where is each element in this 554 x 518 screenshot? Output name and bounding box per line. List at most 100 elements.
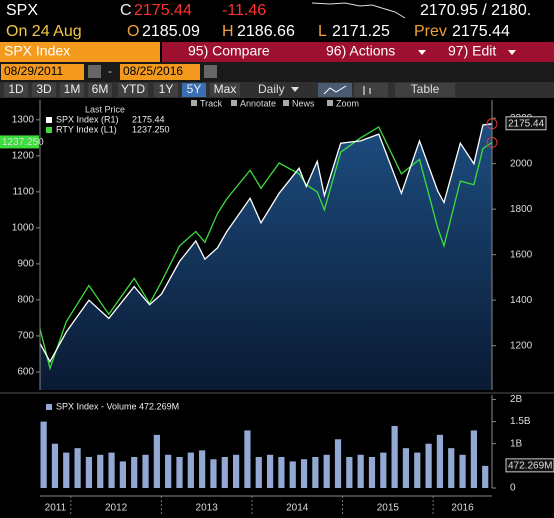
volume-bar xyxy=(97,454,104,488)
end-label: 2175.44 xyxy=(508,118,545,129)
dropdown-arrow xyxy=(508,50,516,55)
volume-bar xyxy=(153,434,160,488)
legend-swatch xyxy=(46,117,52,123)
ticker: SPX xyxy=(6,2,38,19)
frequency[interactable]: Daily xyxy=(258,82,285,96)
start-date-field[interactable] xyxy=(1,64,84,80)
chart-tool[interactable]: News xyxy=(292,98,315,108)
y2-tick-label: 1600 xyxy=(510,249,533,260)
period-label: 1Y xyxy=(159,82,174,96)
volume-bar xyxy=(74,448,81,488)
chart-tool[interactable]: Track xyxy=(200,98,223,108)
volume-bar xyxy=(323,454,330,488)
tool-icon[interactable] xyxy=(191,100,197,106)
prev-label: Prev xyxy=(414,23,447,40)
period-button[interactable] xyxy=(60,83,84,97)
y-tick-label: 600 xyxy=(17,367,34,378)
y2-tick-label: 2000 xyxy=(510,158,533,169)
period-button[interactable] xyxy=(88,83,112,97)
volume-bar xyxy=(85,457,93,488)
volume-bar xyxy=(425,443,432,488)
end-label-box xyxy=(505,116,547,131)
volume-bar xyxy=(482,465,489,488)
legend-value: 1237.250 xyxy=(132,124,170,134)
period-button[interactable] xyxy=(182,83,206,97)
calendar-icon[interactable] xyxy=(204,65,217,78)
chart: 600 700 800 900 1000 1100 1200 1300 1200 1400 1600… xyxy=(0,98,554,516)
y-tick-label: 700 xyxy=(17,331,34,342)
volume-bar xyxy=(470,430,477,488)
end-label-box xyxy=(505,458,554,473)
dropdown-arrow xyxy=(418,50,426,55)
compare-menu[interactable]: 95) Compare xyxy=(188,43,270,59)
volume-bar xyxy=(187,452,194,488)
volume-bar xyxy=(402,448,410,488)
change: -11.46 xyxy=(222,2,266,19)
start-date: 08/29/2011 xyxy=(4,64,63,78)
security: SPX Index xyxy=(4,43,70,59)
period-buttons: 1D 3D 1M 6M YTD 1Y 5Y Max xyxy=(4,82,240,97)
c-label: C xyxy=(120,2,132,19)
chart-tool[interactable]: Annotate xyxy=(240,98,276,108)
high: 2186.66 xyxy=(237,23,295,40)
volume-bar xyxy=(199,450,206,488)
open: 2185.09 xyxy=(142,23,200,40)
date-separator: - xyxy=(108,64,112,78)
volume-bar xyxy=(312,457,319,488)
line-chart-icon[interactable] xyxy=(318,83,352,97)
volume-bar xyxy=(165,454,172,488)
volume-bar xyxy=(436,434,444,488)
volume-bar xyxy=(176,457,183,488)
header-row xyxy=(0,0,554,22)
legend-box xyxy=(42,102,180,138)
period-button[interactable] xyxy=(154,83,178,97)
area xyxy=(40,123,492,391)
x-year-label: 2016 xyxy=(451,503,474,514)
legend-title: Last Price xyxy=(85,104,125,114)
x-year-label: 2013 xyxy=(196,503,219,514)
volume-bar xyxy=(448,448,455,488)
volume-bar xyxy=(255,457,262,488)
y-tick-label: 2B xyxy=(510,394,523,405)
date: On 24 Aug xyxy=(6,23,82,40)
end-label: 1237.250 xyxy=(2,137,44,148)
legend-box xyxy=(42,401,192,413)
volume-bar xyxy=(380,452,387,488)
y-tick-label: 900 xyxy=(17,259,34,270)
end-date-field[interactable] xyxy=(120,64,200,80)
x-year-label: 2014 xyxy=(286,503,309,514)
period-label: Max xyxy=(214,82,237,96)
legend-name: SPX Index (R1) xyxy=(56,114,119,124)
actions-menu[interactable]: 96) Actions xyxy=(326,43,395,59)
dropdown-arrow xyxy=(291,87,299,92)
period-button[interactable] xyxy=(210,83,240,97)
end-label-box xyxy=(0,135,39,149)
sparkline xyxy=(311,2,406,19)
edit-menu[interactable]: 97) Edit xyxy=(448,43,496,59)
period-button[interactable] xyxy=(118,83,148,97)
bar-chart-icon[interactable] xyxy=(354,83,388,97)
period-label: 3D xyxy=(36,82,52,96)
volume-bar xyxy=(63,452,70,488)
y2-tick-label: 1400 xyxy=(510,295,533,306)
y-tick-label: 800 xyxy=(17,295,34,306)
calendar-icon[interactable] xyxy=(88,65,101,78)
tool-icon[interactable] xyxy=(231,100,237,106)
table-button[interactable] xyxy=(395,83,455,97)
chart-tool[interactable]: Zoom xyxy=(336,98,359,108)
prev: 2175.44 xyxy=(452,23,510,40)
volume-bar xyxy=(142,454,149,488)
x-year-label: 2011 xyxy=(45,503,67,514)
menu-bar xyxy=(162,42,554,62)
tool-icon[interactable] xyxy=(327,100,333,106)
security-field[interactable] xyxy=(0,42,160,62)
tool-icon[interactable] xyxy=(283,100,289,106)
period-button[interactable] xyxy=(4,83,28,97)
y-tick-label: 1300 xyxy=(12,114,35,125)
volume-bar xyxy=(51,443,59,488)
period-button[interactable] xyxy=(32,83,56,97)
legend-value: 2175.44 xyxy=(132,114,165,124)
y-tick-label: 1.5B xyxy=(510,416,531,427)
icon-glyph xyxy=(363,86,371,95)
